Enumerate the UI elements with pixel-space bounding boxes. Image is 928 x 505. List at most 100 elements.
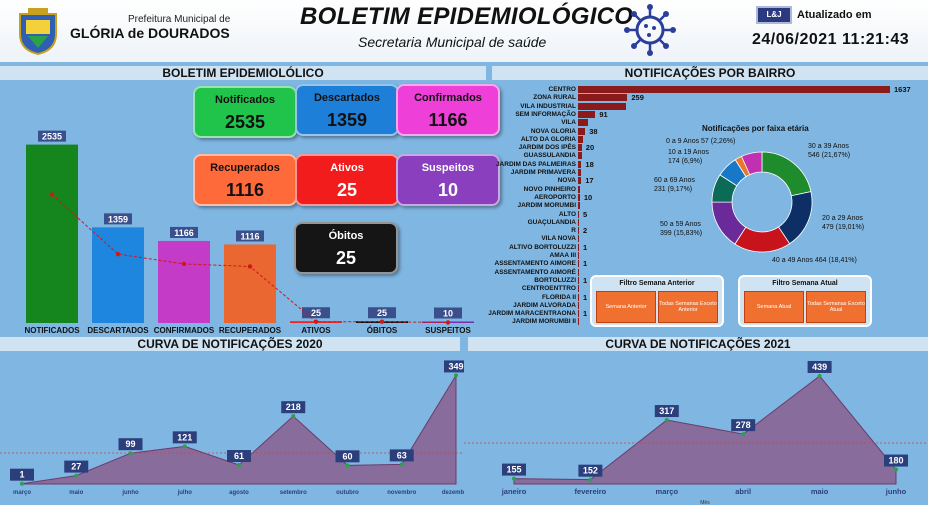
bairro-name: ASSENTAMENTO AIMORÉ <box>494 268 577 276</box>
bairro-value: 1 <box>583 259 588 269</box>
section-bar-curve-2020: CURVA DE NOTIFICAÇÕES 2020 <box>0 337 460 351</box>
bairro-value: 1 <box>583 292 588 302</box>
city-coat-of-arms-icon <box>19 8 57 56</box>
bar-value-label-4: 25 <box>311 308 321 318</box>
curve-month-label-0: janeiro <box>501 487 527 496</box>
curve-month-label-8: dezembro <box>442 490 464 496</box>
curve-label-bg-4 <box>807 360 832 373</box>
filter-previous-title: Filtro Semana Anterior <box>619 280 695 287</box>
curve-x-axis-label: Mês <box>700 500 710 505</box>
curve-label-bg-2 <box>654 405 679 418</box>
bairro-value: 18 <box>585 159 594 169</box>
bar-value-label-0: 2535 <box>42 132 62 142</box>
bairro-row: JARDIM DOS IPÊS 20 <box>488 143 908 152</box>
kpi-label: Ativos <box>330 162 364 174</box>
bar-category-label-2: CONFIRMADOS <box>154 326 215 335</box>
donut-title: Notificações por faixa etária <box>702 124 809 133</box>
bairro-bar <box>578 102 626 110</box>
all-except-current-button[interactable]: Todas Semanas Exceto Atual <box>806 291 866 323</box>
trend-point-6 <box>445 320 451 325</box>
boletim-bar-chart: 2535 NOTIFICADOS 1359 DESCARTADOS 1166 CONFIR… <box>24 130 474 335</box>
kpi-tile-2: Confirmados 1166 <box>396 84 500 136</box>
current-week-button[interactable]: Semana Atual <box>744 291 804 323</box>
curve-label-bg-1 <box>578 464 603 477</box>
bairro-name: AMAA III <box>549 252 576 259</box>
bar-1 <box>92 227 144 323</box>
section-bar-bairro: NOTIFICAÇÕES POR BAIRRO <box>492 66 928 80</box>
curve-area <box>513 375 897 485</box>
bairro-name: JARDIM DAS PALMEIRAS <box>495 160 576 168</box>
bairro-name: ALTO DA GLORIA <box>520 135 576 143</box>
bairro-name: JARDIM MARACENTRAONA <box>488 310 576 318</box>
bar-value-label-6: 10 <box>443 309 453 319</box>
bairro-bar <box>578 94 628 102</box>
bairro-row: CENTRO 1637 <box>488 85 911 94</box>
curve-point-1 <box>588 477 593 482</box>
bairro-row: BORTOLUZZI 1 <box>488 276 908 285</box>
bairro-row: NOVA GLORIA 38 <box>488 127 908 136</box>
bairro-value: 17 <box>585 176 594 186</box>
curve-value-label-2: 317 <box>659 406 674 416</box>
bar-value-label-2: 1166 <box>174 228 194 238</box>
bairro-value: 20 <box>585 143 595 153</box>
bairro-row: VILA <box>488 118 908 127</box>
bairro-name: NOVA GLORIA <box>530 127 576 135</box>
bairro-bar <box>578 285 579 293</box>
bairro-bar <box>578 202 580 210</box>
kpi-tile-6: Óbitos 25 <box>294 222 398 274</box>
bairro-value: 10 <box>583 192 593 202</box>
curve-value-label-5: 180 <box>888 456 903 466</box>
bairro-row: JARDIM MORUMBI <box>488 201 908 210</box>
bairro-name: VILA <box>561 119 576 127</box>
bairro-name: JARDIM DOS IPÊS <box>518 144 576 152</box>
bairro-name: FLORIDA II <box>541 293 576 301</box>
curve-value-label-0: 1 <box>19 470 24 480</box>
curve-point-3 <box>741 432 746 437</box>
bairro-value: 1 <box>583 309 588 319</box>
bairro-row: NOVO PINHEIRO <box>488 185 908 194</box>
bairro-bar <box>578 293 579 301</box>
bairro-row: NOVA 17 <box>488 176 908 185</box>
donut-label-5: 10 a 19 Anos 174 (6,9%) <box>668 149 709 165</box>
bairro-bar <box>578 235 579 243</box>
donut-slice-0 <box>761 151 812 197</box>
kpi-label: Notificados <box>215 94 275 106</box>
prefecture-name: GLÓRIA de DOURADOS <box>70 25 230 41</box>
bar-label-bg-1 <box>104 213 132 225</box>
bairro-bar <box>578 177 582 185</box>
bairro-name: ZONA RURAL <box>533 94 576 102</box>
previous-week-button[interactable]: Semana Anterior <box>596 291 656 323</box>
bar-label-bg-0 <box>38 130 66 142</box>
bar-category-label-1: DESCARTADOS <box>87 326 149 335</box>
curve-label-bg-8 <box>444 360 464 373</box>
filter-previous-week: Filtro Semana Anterior Semana Anterior T… <box>590 275 724 327</box>
bairro-row: VILA NOVA <box>488 234 908 243</box>
kpi-label: Suspeitos <box>421 162 475 174</box>
bairro-name: R <box>571 227 576 235</box>
bairro-name: NOVA <box>557 177 576 185</box>
curve-value-label-4: 61 <box>234 451 244 461</box>
all-except-previous-button[interactable]: Todas Semanas Exceto Anterior <box>658 291 718 323</box>
curve-point-6 <box>345 463 350 468</box>
curve-point-8 <box>454 373 458 378</box>
bairro-name: CENTROENTTRO <box>521 285 576 293</box>
kpi-tile-3: Recuperados 1116 <box>193 154 297 206</box>
bairro-row: JARDIM ALVORADA <box>488 301 908 310</box>
bairro-row: SEM INFORMAÇÃO 91 <box>488 110 908 119</box>
kpi-label: Confirmados <box>414 92 482 104</box>
trend-point-1 <box>115 251 121 257</box>
bar-category-label-3: RECUPERADOS <box>219 326 282 335</box>
filter-current-week: Filtro Semana Atual Semana Atual Todas S… <box>738 275 872 327</box>
curve-label-bg-3 <box>172 431 197 444</box>
bar-label-bg-6 <box>434 307 462 319</box>
curve-month-label-1: fevereiro <box>575 487 607 496</box>
bairro-name: JARDIM ALVORADA <box>513 301 576 309</box>
bairro-name: AEROPORTO <box>534 193 576 201</box>
curve-point-0 <box>20 481 24 486</box>
bairro-bar <box>578 144 582 152</box>
bairro-bar <box>578 127 586 135</box>
trend-point-4 <box>313 319 319 324</box>
kpi-value: 2535 <box>224 112 266 132</box>
curve-month-label-7: novembro <box>387 490 416 496</box>
bairro-row: JARDIM DAS PALMEIRAS 18 <box>488 160 908 169</box>
